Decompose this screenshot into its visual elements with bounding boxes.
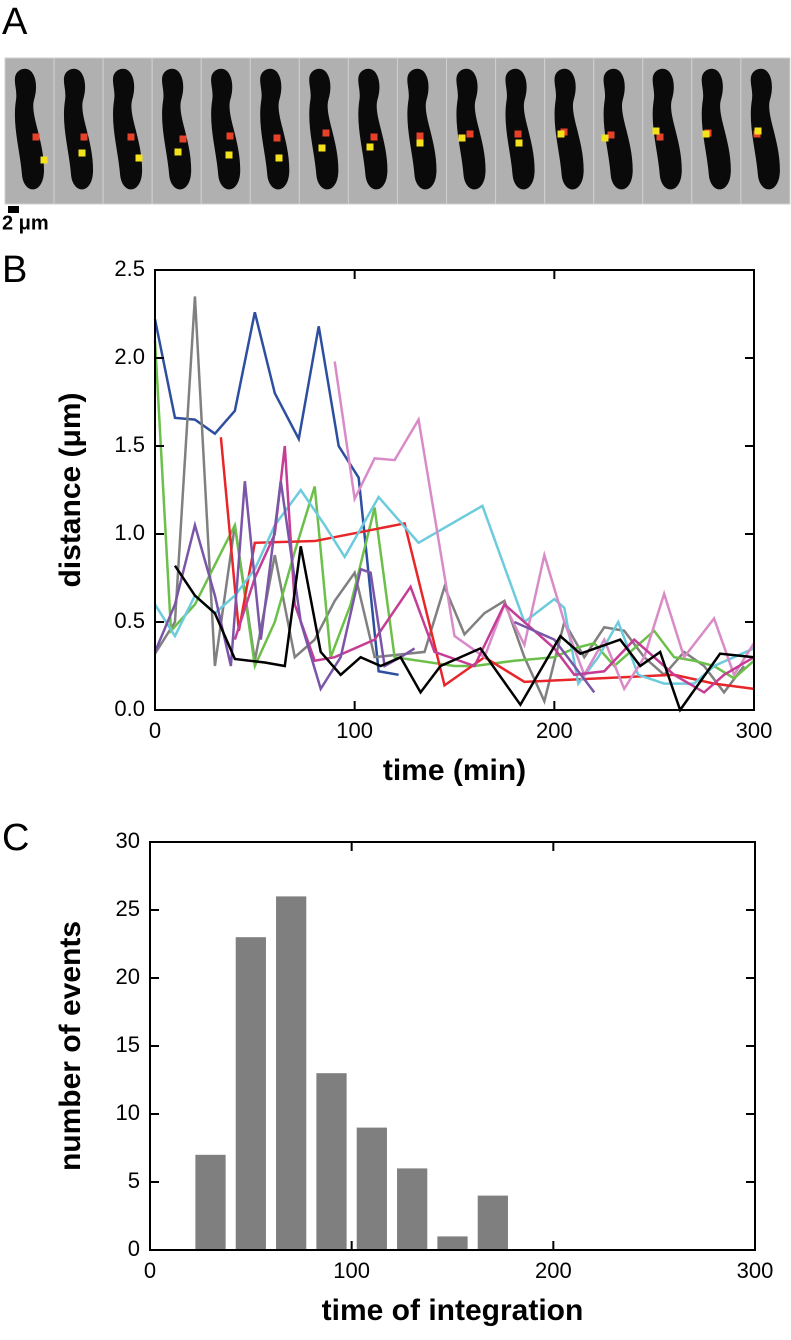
y-tick-label: 0.5: [114, 608, 145, 633]
data-line: [153, 487, 755, 687]
bar: [356, 1127, 387, 1250]
x-axis-label: time (min): [383, 754, 526, 787]
spot-red: [514, 130, 522, 138]
cell: [162, 68, 192, 190]
spot-yellow: [318, 144, 326, 152]
spot-yellow: [78, 149, 86, 157]
x-tick-label: 0: [144, 1258, 156, 1283]
spot-yellow: [366, 143, 374, 151]
y-tick-label: 20: [116, 964, 140, 989]
y-tick-label: 0.0: [114, 696, 145, 721]
cell: [407, 68, 437, 190]
y-tick-label: 0: [128, 1236, 140, 1261]
plot-area: [195, 896, 508, 1250]
cell: [652, 68, 682, 190]
cell: [211, 68, 241, 190]
y-tick-label: 10: [116, 1100, 140, 1125]
spot-yellow: [275, 154, 283, 162]
cell: [63, 68, 94, 190]
spot-red: [656, 133, 664, 141]
bar: [397, 1168, 428, 1250]
x-axis-label: time of integration: [322, 1294, 584, 1327]
y-tick-label: 5: [128, 1168, 140, 1193]
bar: [276, 896, 307, 1250]
y-axis-label: distance (μm): [54, 392, 87, 587]
panel-label: C: [2, 817, 29, 859]
spot-yellow: [135, 154, 143, 162]
spot-yellow: [601, 134, 609, 142]
cell: [309, 68, 339, 190]
spot-yellow: [416, 139, 424, 147]
bar: [477, 1195, 508, 1250]
data-line: [333, 361, 756, 692]
y-tick-label: 30: [116, 828, 140, 853]
data-line: [153, 340, 755, 680]
x-tick-label: 300: [736, 718, 773, 743]
data-line: [219, 437, 755, 691]
data-line: [513, 620, 596, 694]
data-line: [233, 445, 755, 694]
cell: [456, 68, 486, 190]
spot-red: [370, 133, 378, 141]
y-tick-label: 1.5: [114, 432, 145, 457]
image-strip: [4, 57, 791, 205]
spot-red: [127, 133, 135, 141]
y-tick-label: 15: [116, 1032, 140, 1057]
y-axis-label: number of events: [54, 921, 87, 1171]
spot-red: [466, 130, 474, 138]
spot-red: [322, 129, 330, 137]
x-tick-label: 200: [536, 718, 573, 743]
spot-red: [416, 132, 424, 140]
cell: [14, 68, 44, 190]
y-tick-label: 1.0: [114, 520, 145, 545]
panel-label: A: [2, 1, 28, 43]
scale-bar: [8, 206, 19, 213]
bar: [316, 1073, 347, 1250]
spot-yellow: [515, 139, 523, 147]
scale-bar-label: 2 μm: [2, 212, 49, 234]
y-tick-label: 25: [116, 896, 140, 921]
spot-yellow: [652, 127, 660, 135]
cell: [750, 68, 780, 190]
spot-red: [607, 131, 615, 139]
spot-yellow: [458, 134, 466, 142]
cell: [701, 68, 731, 190]
cell: [505, 68, 535, 190]
plot-area: [153, 296, 756, 713]
y-tick-label: 2.5: [114, 256, 145, 281]
spot-yellow: [557, 130, 565, 138]
axes-frame: [154, 269, 755, 711]
data-line: [173, 546, 755, 713]
bar: [437, 1236, 468, 1250]
spot-yellow: [225, 151, 233, 159]
data-line: [153, 481, 416, 692]
cell: [112, 68, 143, 190]
panel-label: B: [2, 249, 27, 291]
spot-red: [179, 135, 187, 143]
spot-yellow: [40, 156, 48, 164]
x-tick-label: 100: [333, 1258, 370, 1283]
cell: [358, 68, 388, 190]
cell: [603, 68, 633, 190]
x-tick-label: 0: [149, 718, 161, 743]
x-tick-label: 300: [737, 1258, 774, 1283]
x-tick-label: 200: [535, 1258, 572, 1283]
spot-yellow: [754, 127, 762, 135]
cell: [554, 68, 584, 190]
spot-yellow: [702, 130, 710, 138]
spot-red: [32, 133, 40, 141]
data-line: [153, 311, 399, 677]
spot-red: [80, 133, 88, 141]
spot-red: [273, 134, 281, 142]
bar: [195, 1154, 226, 1250]
spot-red: [226, 132, 234, 140]
bar: [235, 937, 266, 1250]
y-tick-label: 2.0: [114, 344, 145, 369]
x-tick-label: 100: [336, 718, 373, 743]
spot-yellow: [174, 148, 182, 156]
